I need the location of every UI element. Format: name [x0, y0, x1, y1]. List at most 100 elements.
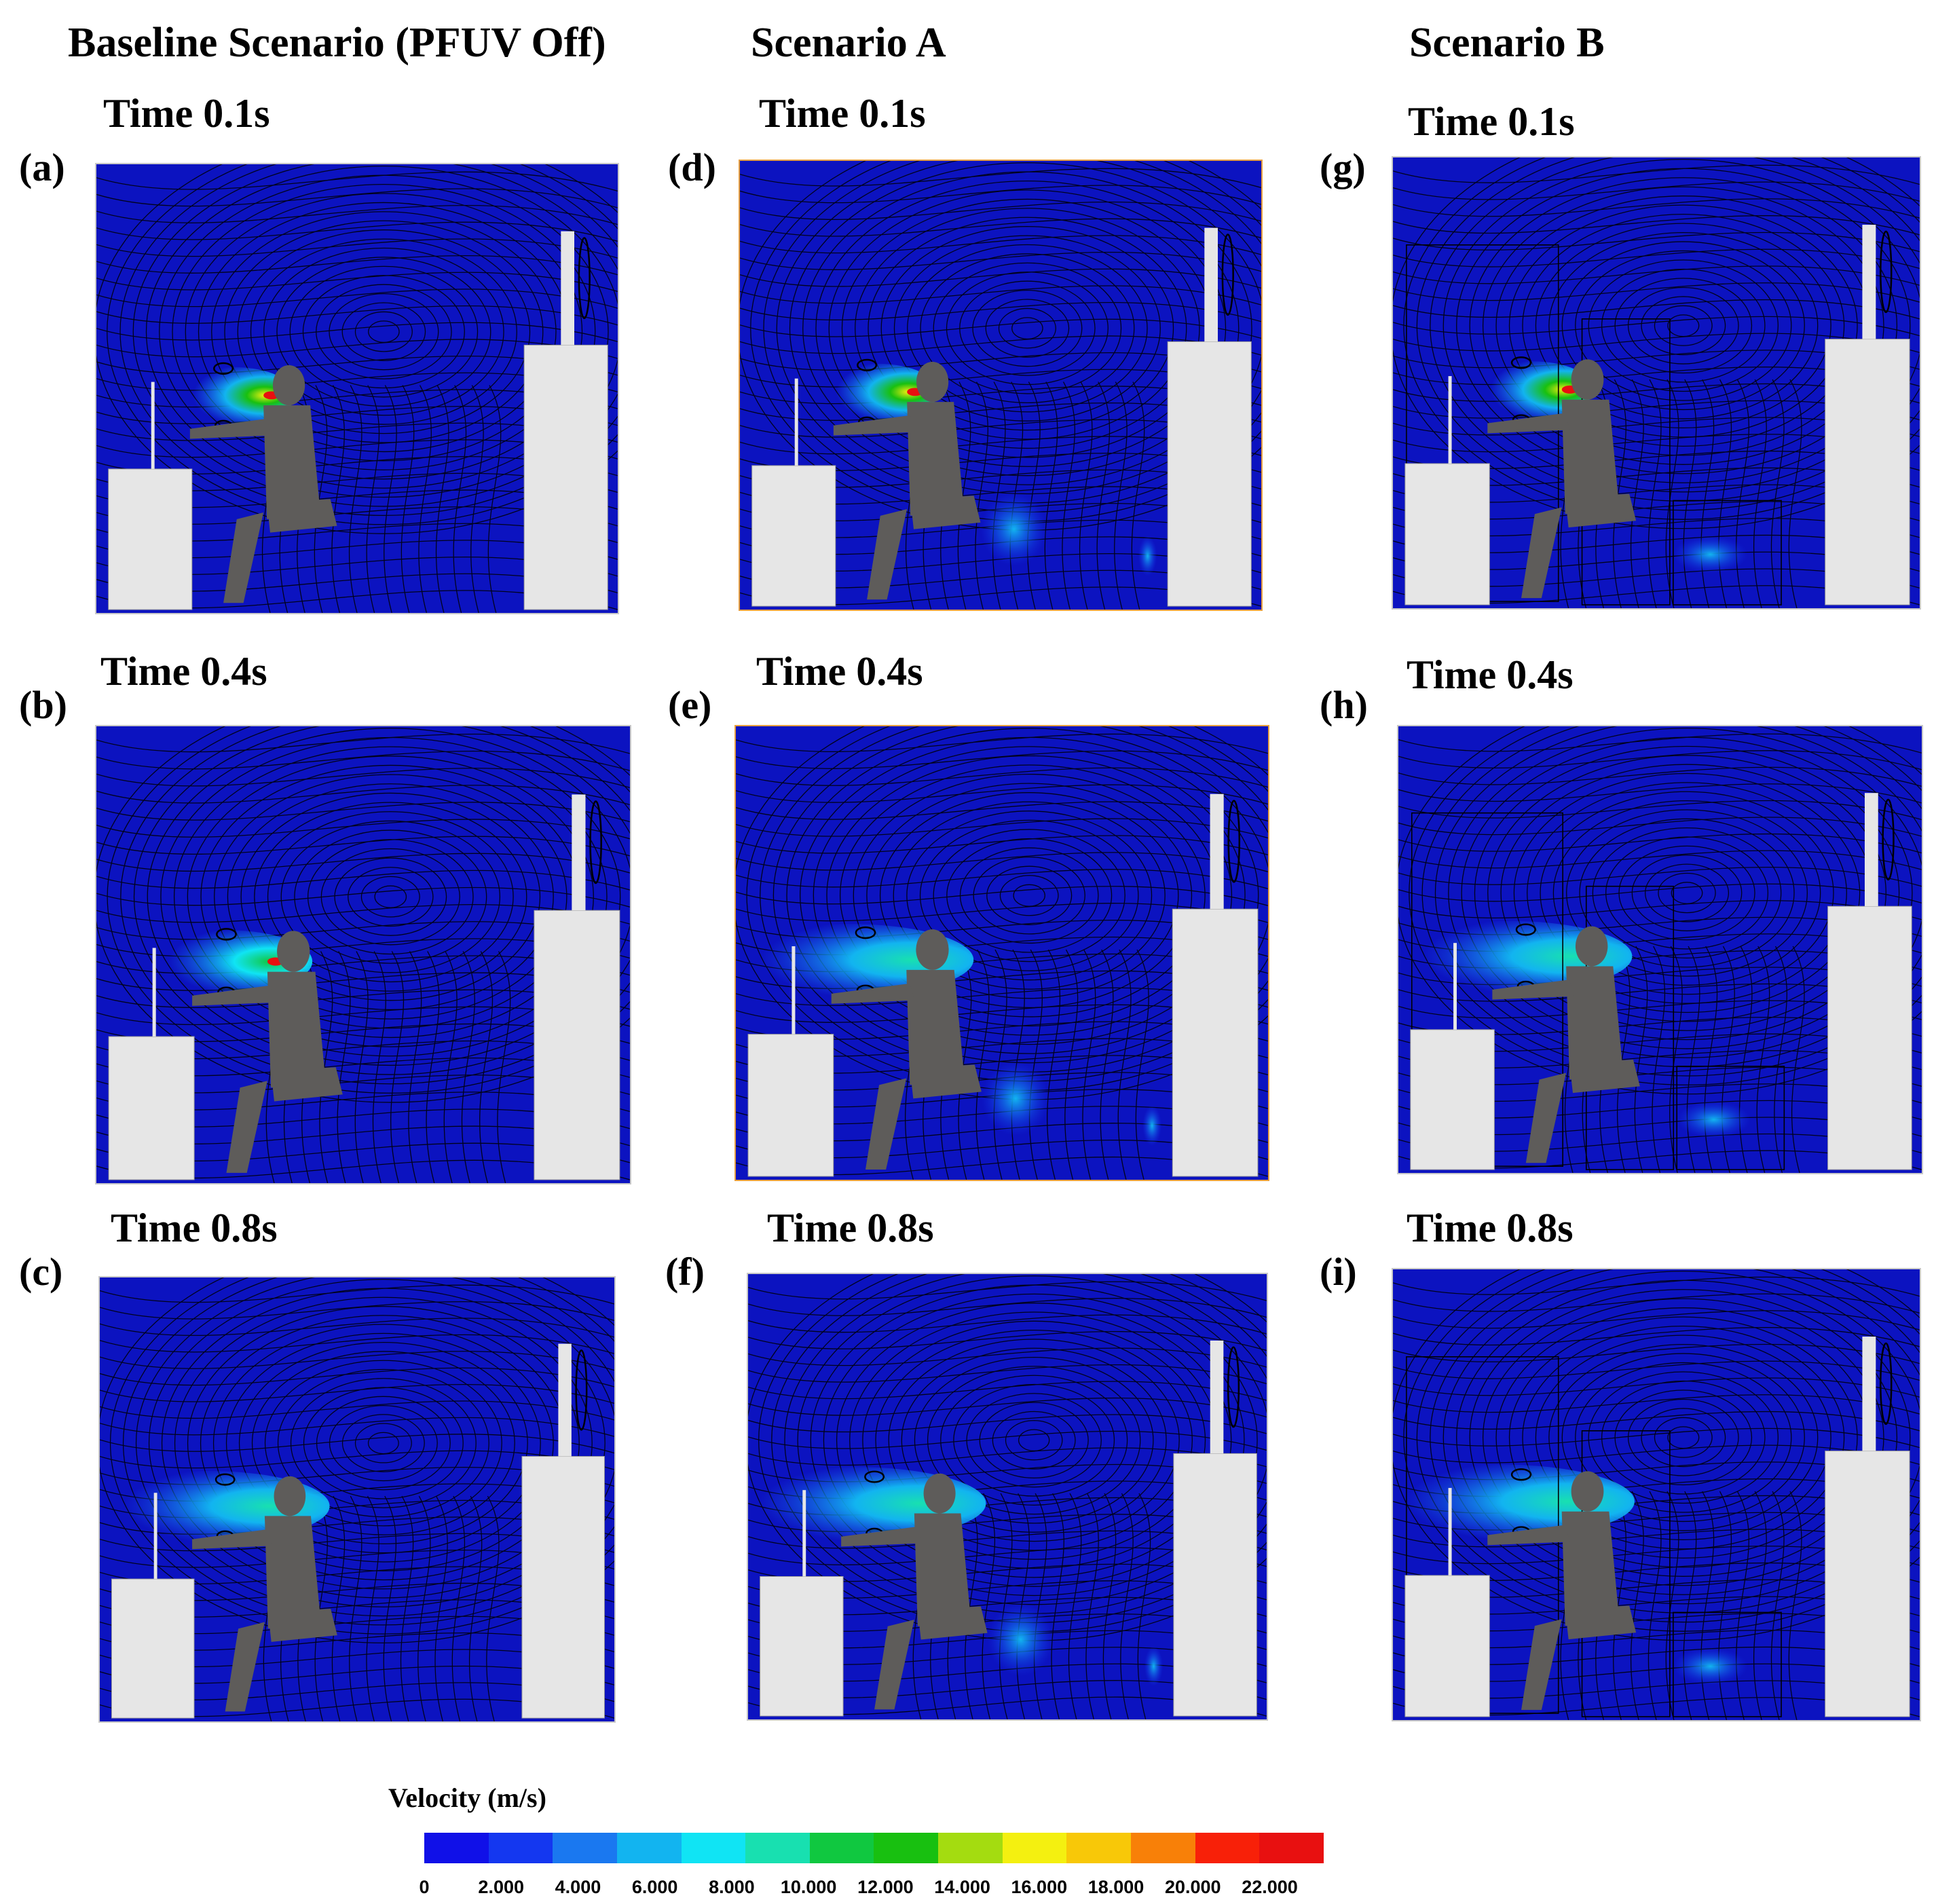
streamline	[748, 1281, 1267, 1301]
velocity-panel-g	[1392, 156, 1921, 610]
streamline	[1068, 1493, 1082, 1719]
streamline	[372, 951, 386, 1183]
time-label-h: Time 0.4s	[1407, 652, 1574, 697]
person-torso	[1561, 1511, 1620, 1626]
streamline	[1482, 186, 1884, 465]
streamline	[862, 1320, 1206, 1560]
streamline	[1434, 726, 1922, 1068]
panel-canvas	[96, 164, 618, 613]
streamline	[999, 1493, 1013, 1719]
streamline	[1548, 1343, 1819, 1531]
streamline	[1630, 1491, 1644, 1720]
seated-person	[833, 361, 981, 600]
streamline	[334, 857, 447, 936]
right-duct	[561, 231, 574, 346]
streamline	[487, 385, 502, 613]
pfuv-flow-region	[987, 1603, 1054, 1677]
streamline	[1393, 1310, 1920, 1330]
time-label-g: Time 0.1s	[1408, 99, 1575, 144]
left-partition	[151, 381, 155, 469]
streamline	[1648, 1491, 1662, 1720]
left-partition	[792, 946, 796, 1034]
streamline	[1398, 833, 1922, 854]
streamline	[96, 188, 618, 208]
panel-letter-f: (f)	[665, 1250, 705, 1294]
streamline	[434, 1495, 448, 1721]
streamline	[740, 235, 1261, 255]
streamline	[96, 853, 630, 874]
streamline	[815, 180, 1240, 477]
streamline	[187, 755, 594, 1039]
streamline	[1634, 946, 1648, 1173]
streamline	[880, 226, 1174, 431]
panel-letter-e: (e)	[668, 683, 712, 727]
streamline	[736, 801, 1268, 822]
streamline	[1421, 726, 1922, 1077]
streamline	[920, 253, 1135, 403]
streamline	[1120, 1493, 1134, 1719]
streamline	[1393, 1360, 1920, 1381]
streamline	[96, 819, 630, 840]
streamline	[740, 252, 1261, 272]
streamline	[1579, 818, 1795, 968]
panel-letter-c: (c)	[19, 1250, 63, 1294]
streamline	[96, 768, 630, 789]
streamline	[289, 265, 479, 398]
streamline	[1645, 863, 1730, 922]
streamline	[96, 870, 630, 891]
colorbar-segment	[745, 1833, 810, 1863]
streamline	[1482, 1298, 1884, 1577]
pfuv-flow-region	[1138, 536, 1157, 576]
right-tall-unit	[1173, 1453, 1257, 1717]
colorbar-tick-label: 20.000	[1164, 1877, 1221, 1897]
colorbar-tick-label: 8.000	[709, 1877, 755, 1897]
person-head	[916, 361, 949, 403]
streamline	[1393, 1269, 1920, 1641]
vortex	[1510, 356, 1532, 369]
streamline	[748, 1447, 1267, 1468]
colorbar-segment	[1066, 1833, 1132, 1863]
streamline	[1630, 379, 1644, 608]
streamline	[1062, 381, 1075, 610]
streamline	[227, 783, 554, 1011]
streamline	[497, 951, 511, 1183]
streamline	[479, 951, 494, 1183]
streamline	[329, 1404, 438, 1482]
streamline	[1588, 259, 1779, 392]
panel-letter-h: (h)	[1320, 683, 1368, 727]
streamline	[1770, 379, 1785, 608]
streamline	[96, 733, 630, 754]
streamline	[1079, 381, 1093, 610]
streamline	[1770, 1491, 1785, 1720]
streamline	[797, 1275, 1267, 1605]
vortex	[1221, 234, 1234, 316]
streamline	[1487, 755, 1886, 1031]
streamline	[100, 1434, 614, 1454]
streamline	[1613, 379, 1626, 608]
streamline	[736, 835, 1268, 856]
right-tall-unit	[1167, 341, 1252, 607]
left-cabinet	[1410, 1029, 1495, 1170]
left-partition	[1453, 943, 1457, 1030]
streamline	[1513, 772, 1861, 1013]
streamline	[366, 385, 380, 613]
panel-canvas	[1398, 726, 1922, 1173]
vortex	[1515, 923, 1536, 936]
streamline	[736, 903, 1268, 923]
streamline	[1654, 305, 1713, 346]
panel-canvas	[1393, 1269, 1920, 1720]
streamline	[1393, 299, 1920, 320]
streamline	[314, 1495, 328, 1721]
streamline	[836, 1303, 1232, 1578]
streamline	[1522, 1325, 1845, 1550]
streamline	[96, 339, 618, 359]
person-thigh	[910, 496, 981, 529]
streamline	[1575, 250, 1792, 401]
streamline	[1100, 949, 1114, 1180]
streamline	[348, 867, 434, 927]
streamline	[813, 746, 1246, 1045]
streamline	[100, 1351, 614, 1371]
streamline	[975, 381, 988, 610]
streamline	[1393, 181, 1920, 202]
person-leg	[874, 1620, 914, 1710]
